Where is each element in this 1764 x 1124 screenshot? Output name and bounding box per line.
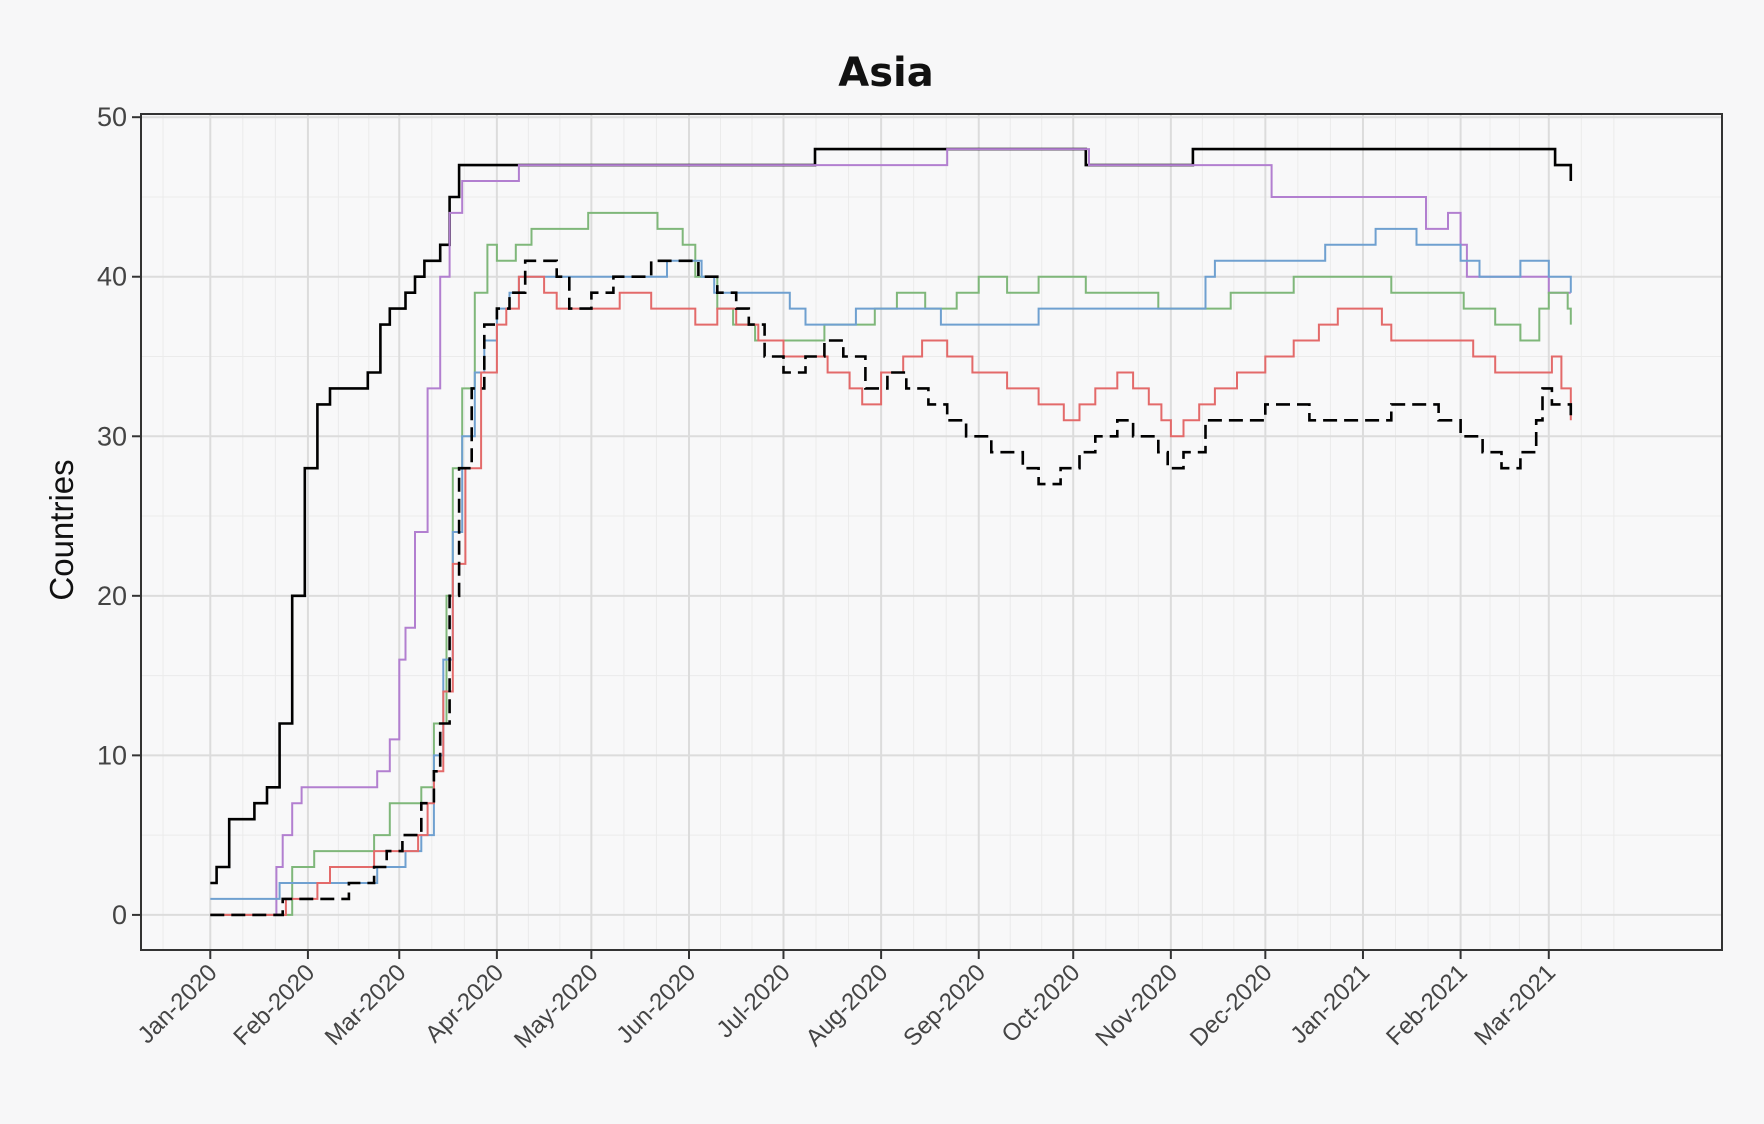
y-tick-label: 40 xyxy=(97,262,127,292)
y-tick-label: 30 xyxy=(97,421,127,451)
series-line-6 xyxy=(210,259,1573,917)
chart-title: Asia xyxy=(838,50,933,96)
y-axis-label: Countries xyxy=(43,459,80,600)
y-tick-label: 50 xyxy=(97,102,127,132)
y-tick-label: 10 xyxy=(97,740,127,770)
y-tick-label: 0 xyxy=(112,900,127,930)
plot-panel xyxy=(141,114,1722,950)
series-line-2 xyxy=(210,148,1571,916)
y-tick-label: 20 xyxy=(97,581,127,611)
plot-border xyxy=(140,113,1723,951)
